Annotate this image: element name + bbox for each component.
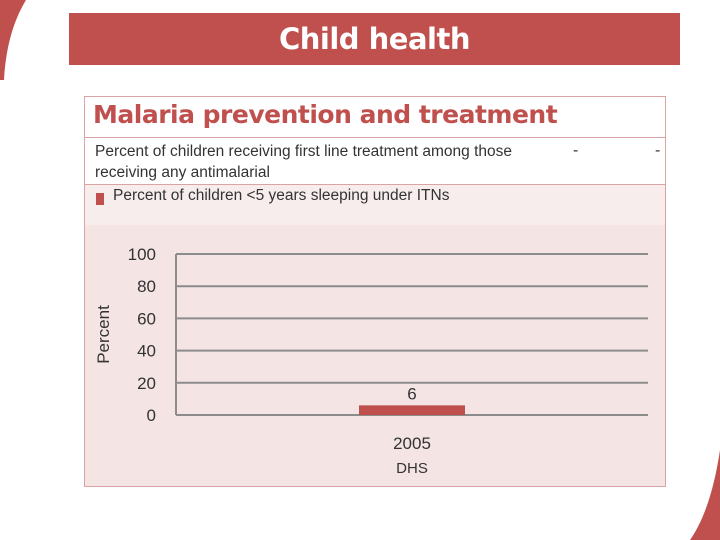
y-tick-label: 0 <box>147 406 156 425</box>
slide-title-bar: Child health <box>69 13 680 65</box>
indicator-label-first-line-treatment: Percent of children receiving first line… <box>95 143 512 181</box>
panel-title: Malaria prevention and treatment <box>93 100 558 129</box>
decorative-swoosh-left <box>0 0 26 80</box>
x-tick-sublabel: DHS <box>396 460 428 477</box>
indicator-value-1: - <box>573 142 579 159</box>
y-tick-label: 100 <box>128 245 156 264</box>
decorative-swoosh-right <box>690 450 720 540</box>
itn-bar-chart: 0 20 40 60 80 100 Percent 6 2005 DHS <box>94 245 648 477</box>
malaria-panel: Malaria prevention and treatment Percent… <box>84 96 666 487</box>
legend-swatch <box>96 193 104 205</box>
legend-label-itn: Percent of children <5 years sleeping un… <box>113 187 450 204</box>
data-label: 6 <box>407 384 416 403</box>
panel-header: Malaria prevention and treatment <box>85 97 665 138</box>
indicator-row-first-line-treatment: Percent of children receiving first line… <box>85 138 665 185</box>
y-tick-label: 40 <box>137 342 156 361</box>
y-tick-label: 80 <box>137 277 156 296</box>
slide-title: Child health <box>279 22 471 56</box>
indicator-value-2: - <box>655 142 661 159</box>
y-axis-title: Percent <box>94 305 113 364</box>
bar <box>359 405 465 415</box>
x-tick-label: 2005 <box>393 434 431 453</box>
y-tick-label: 60 <box>137 309 156 328</box>
y-tick-label: 20 <box>137 374 156 393</box>
legend-row-itn: Percent of children <5 years sleeping un… <box>85 185 665 225</box>
